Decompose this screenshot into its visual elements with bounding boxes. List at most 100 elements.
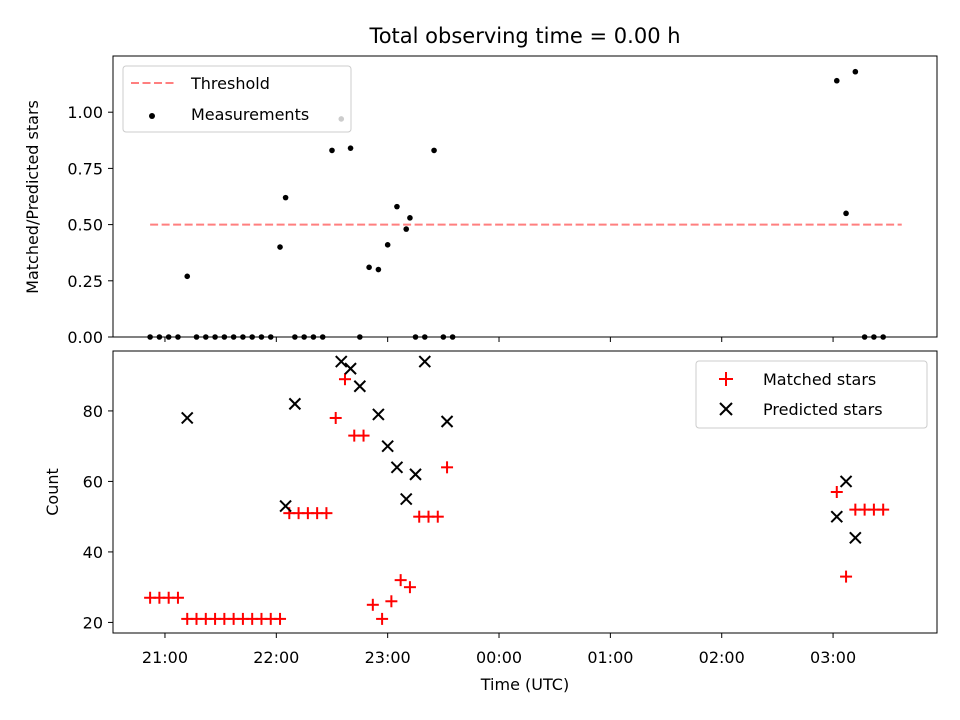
measurement-point	[249, 334, 255, 340]
top-axes-frame	[112, 55, 938, 338]
measurement-point	[165, 334, 172, 340]
measurement-point	[366, 264, 372, 271]
measurement-point	[861, 334, 868, 340]
bottom-legend-box	[695, 360, 928, 429]
top-y-axis-label: Matched/Predicted stars	[23, 100, 42, 294]
top-y-tick-label: 0.50	[67, 216, 103, 235]
chart-title: Total observing time = 0.00 h	[368, 24, 680, 48]
measurement-point	[310, 334, 317, 340]
predicted-star-point	[335, 355, 348, 368]
legend-matched-label: Matched stars	[763, 370, 876, 389]
predicted-star-point	[400, 492, 413, 506]
predicted-star-point	[440, 415, 454, 428]
measurement-point	[277, 244, 283, 250]
measurement-point	[184, 273, 191, 280]
predicted-star-point	[849, 531, 862, 545]
matched-star-point	[376, 612, 389, 625]
measurement-point	[384, 242, 391, 248]
measurement-point	[329, 147, 335, 154]
top-x-ticks	[164, 337, 834, 342]
top-y-tick-label: 0.25	[67, 272, 103, 291]
measurement-point	[212, 334, 218, 340]
measurement-point	[347, 145, 354, 151]
x-tick-label: 23:00	[365, 648, 411, 667]
measurement-point	[301, 334, 307, 340]
measurement-point	[175, 334, 181, 340]
measurement-point	[258, 334, 265, 340]
measurement-point	[421, 334, 428, 340]
top-y-tick-label: 1.00	[67, 103, 103, 122]
bottom-panel: 20 40 60 80 21:00 22:00 23:00 00:00 01:00 02:00 0…	[43, 350, 938, 694]
bottom-y-tick-label: 60	[83, 472, 103, 491]
measurement-point	[221, 334, 228, 340]
matched-star-point	[830, 486, 843, 498]
predicted-star-point	[288, 397, 302, 411]
matched-star-point	[431, 510, 444, 523]
bottom-plot-marks	[144, 355, 890, 625]
matched-star-point	[338, 373, 351, 386]
bottom-legend: Matched stars Predicted stars	[695, 360, 928, 429]
measurement-point	[843, 210, 849, 217]
measurement-point	[449, 334, 456, 340]
legend-measurements-label: Measurements	[191, 105, 309, 124]
predicted-star-point	[381, 439, 394, 453]
matched-star-point	[357, 429, 370, 442]
bottom-x-ticks: 21:00 22:00 23:00 00:00 01:00 02:00 03:00	[142, 633, 856, 667]
matched-star-point	[320, 507, 333, 520]
matched-star-point	[840, 570, 853, 583]
predicted-star-point	[353, 380, 367, 393]
top-plot-marks	[147, 68, 902, 340]
predicted-star-point	[181, 411, 194, 425]
matched-star-point	[403, 581, 416, 594]
matched-star-point	[441, 461, 454, 474]
x-axis-label: Time (UTC)	[480, 675, 569, 694]
predicted-star-point	[372, 408, 385, 421]
x-tick-label: 00:00	[476, 648, 522, 667]
measurement-point	[375, 266, 382, 273]
measurement-point	[431, 147, 437, 154]
matched-star-point	[394, 574, 407, 587]
x-tick-label: 22:00	[253, 648, 299, 667]
bottom-y-tick-label: 40	[83, 543, 103, 562]
measurement-point	[267, 334, 274, 340]
measurement-point	[202, 334, 209, 340]
predicted-star-point	[839, 475, 853, 488]
measurement-point	[412, 334, 419, 340]
predicted-star-point	[418, 355, 431, 368]
measurement-point	[852, 68, 859, 75]
bottom-y-axis-label: Count	[43, 468, 62, 516]
measurement-point	[394, 203, 400, 210]
top-y-tick-label: 0.00	[67, 328, 103, 347]
predicted-star-point	[279, 499, 292, 513]
top-y-tick-label: 0.75	[67, 159, 103, 178]
x-tick-label: 21:00	[142, 648, 188, 667]
matched-star-point	[274, 612, 287, 625]
measurement-point	[319, 334, 326, 340]
measurement-point	[240, 334, 246, 340]
matched-star-point	[329, 411, 342, 424]
matched-star-point	[171, 591, 184, 604]
legend-predicted-swatch	[719, 402, 733, 416]
x-tick-label: 03:00	[810, 648, 856, 667]
legend-threshold-label: Threshold	[190, 74, 270, 93]
measurement-point	[403, 226, 410, 232]
bottom-y-tick-label: 80	[83, 402, 103, 421]
top-y-ticks: 0.00 0.25 0.50 0.75 1.00	[67, 103, 113, 347]
matched-star-point	[877, 503, 890, 516]
top-legend-box	[122, 65, 352, 133]
matched-star-point	[366, 598, 379, 611]
x-tick-label: 02:00	[699, 648, 745, 667]
bottom-axes-frame	[112, 350, 938, 634]
measurement-point	[282, 194, 289, 201]
predicted-star-point	[409, 468, 422, 481]
legend-predicted-label: Predicted stars	[763, 400, 883, 419]
legend-measurements-swatch	[149, 113, 155, 119]
measurement-point	[193, 334, 200, 340]
matched-star-point	[385, 595, 398, 608]
x-tick-label: 01:00	[587, 648, 633, 667]
predicted-star-point	[830, 510, 843, 523]
measurement-point	[833, 77, 840, 84]
predicted-star-point	[390, 461, 404, 474]
measurement-point	[880, 334, 886, 340]
